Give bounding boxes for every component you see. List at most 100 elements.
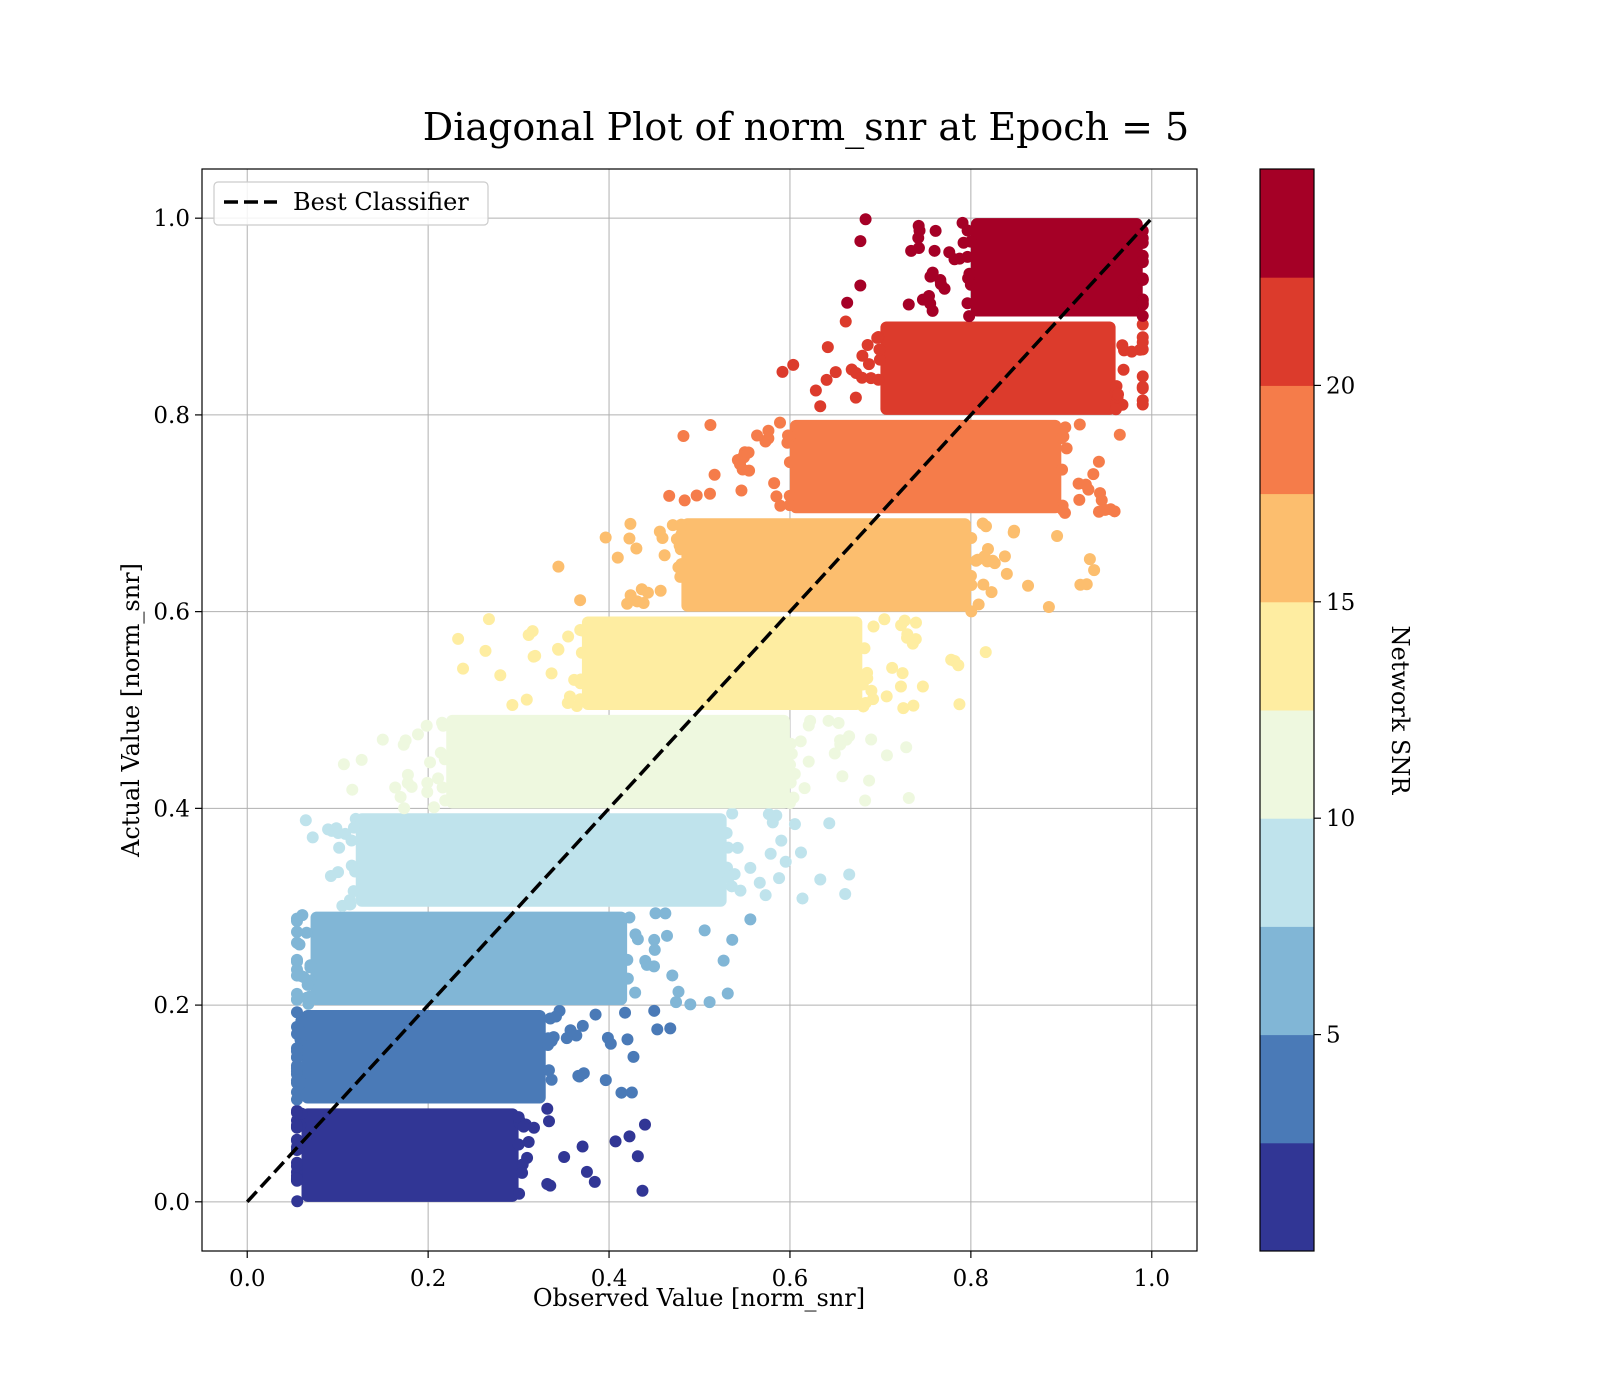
scatter-point xyxy=(457,662,470,675)
scatter-point xyxy=(775,834,788,847)
scatter-point xyxy=(717,954,730,967)
scatter-point xyxy=(621,1033,634,1046)
colorbar-label: Network SNR xyxy=(1386,626,1414,796)
scatter-point xyxy=(796,892,809,905)
scatter-point xyxy=(624,517,637,530)
scatter-point xyxy=(355,753,368,766)
scatter-point xyxy=(1125,345,1138,358)
scatter-point xyxy=(291,1195,304,1208)
scatter-point xyxy=(897,702,910,715)
legend: Best Classifier xyxy=(213,181,489,226)
scatter-point xyxy=(1088,564,1101,577)
scatter-point xyxy=(666,969,679,982)
scatter-point xyxy=(322,823,335,836)
plot-area xyxy=(201,168,1198,1252)
scatter-point xyxy=(304,959,317,972)
colorbar: 5 10 15 20 Network SNR xyxy=(1259,168,1414,1252)
scatter-point xyxy=(1136,297,1149,310)
scatter-point xyxy=(865,733,878,746)
scatter-point xyxy=(564,1024,577,1037)
scatter-point xyxy=(953,252,966,265)
scatter-point xyxy=(736,463,749,476)
scatter-point xyxy=(867,620,880,633)
scatter-point xyxy=(636,1184,649,1197)
scatter-point xyxy=(290,953,303,966)
scatter-point xyxy=(1136,370,1149,383)
scatter-point xyxy=(896,667,909,680)
scatter-point xyxy=(782,429,795,442)
scatter-point xyxy=(678,494,691,507)
scatter-point xyxy=(641,586,654,599)
scatter-point xyxy=(621,972,634,985)
scatter-point xyxy=(589,1008,602,1021)
scatter-point xyxy=(762,424,775,437)
scatter-point xyxy=(1056,463,1069,476)
scatter-point xyxy=(1136,236,1149,249)
scatter-point xyxy=(783,758,796,771)
scatter-point xyxy=(658,549,671,562)
scatter-point xyxy=(290,1133,303,1146)
scatter-point xyxy=(345,834,358,847)
scatter-band xyxy=(970,218,1143,317)
scatter-point xyxy=(1051,530,1064,543)
scatter-point xyxy=(783,489,796,502)
scatter-point xyxy=(829,366,842,379)
scatter-band xyxy=(301,1108,519,1202)
scatter-point xyxy=(599,1074,612,1087)
scatter-point xyxy=(482,613,495,626)
scatter-point xyxy=(545,1073,558,1086)
scatter-point xyxy=(290,969,303,982)
scatter-band xyxy=(355,813,727,907)
scatter-point xyxy=(1074,578,1087,591)
scatter-point xyxy=(856,371,869,384)
scatter-point xyxy=(428,801,441,814)
scatter-point xyxy=(1008,524,1021,537)
scatter-point xyxy=(677,430,690,443)
x-tick-label: 0.4 xyxy=(591,1266,628,1292)
scatter-point xyxy=(544,1012,557,1025)
scatter-point xyxy=(629,986,642,999)
scatter-point xyxy=(721,987,734,1000)
scatter-point xyxy=(726,807,739,820)
scatter-point xyxy=(324,869,337,882)
scatter-point xyxy=(907,699,920,712)
scatter-point xyxy=(1059,421,1072,434)
x-axis-ticks: 0.0 0.2 0.4 0.6 0.8 1.0 xyxy=(229,1251,1170,1292)
scatter-point xyxy=(424,756,437,769)
scatter-point xyxy=(615,1086,628,1099)
scatter-point xyxy=(783,456,796,469)
y-tick-label: 1.0 xyxy=(153,206,190,232)
scatter-point xyxy=(1087,468,1100,481)
y-tick-label: 0.4 xyxy=(153,796,190,822)
scatter-point xyxy=(794,735,807,748)
scatter-point xyxy=(494,669,507,682)
scatter-point xyxy=(836,770,849,783)
scatter-point xyxy=(1136,398,1149,411)
scatter-point xyxy=(704,418,717,431)
scatter-point xyxy=(609,1135,622,1148)
scatter-point xyxy=(734,884,747,897)
scatter-point xyxy=(637,597,650,610)
scatter-point xyxy=(1136,224,1149,237)
colorbar-frame xyxy=(1259,168,1315,1252)
scatter-point xyxy=(522,1136,535,1149)
scatter-point xyxy=(728,868,741,881)
scatter-band xyxy=(880,321,1116,415)
scatter-point xyxy=(856,678,869,691)
scatter-point xyxy=(666,519,679,532)
scatter-point xyxy=(703,487,716,500)
scatter-point xyxy=(660,929,673,942)
scatter-point xyxy=(516,1166,529,1179)
scatter-point xyxy=(513,1187,526,1200)
scatter-point xyxy=(290,993,303,1006)
scatter-band xyxy=(446,714,790,809)
scatter-point xyxy=(621,953,634,966)
scatter-point xyxy=(290,1093,303,1106)
scatter-point xyxy=(421,785,434,798)
scatter-point xyxy=(290,1051,303,1064)
scatter-point xyxy=(640,958,653,971)
scatter-point xyxy=(809,384,822,397)
scatter-point xyxy=(872,373,885,386)
scatter-point xyxy=(906,637,919,650)
scatter-point xyxy=(873,353,886,366)
